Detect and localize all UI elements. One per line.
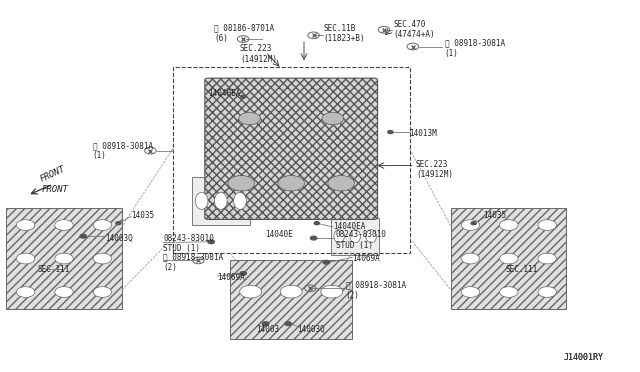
- Circle shape: [310, 236, 317, 240]
- Ellipse shape: [366, 230, 376, 243]
- Text: 14040E: 14040E: [266, 230, 293, 239]
- Circle shape: [228, 176, 255, 191]
- Circle shape: [388, 131, 393, 134]
- Text: J14001RY: J14001RY: [563, 353, 604, 362]
- Circle shape: [93, 253, 111, 264]
- Text: 14003: 14003: [256, 325, 279, 334]
- Circle shape: [314, 222, 319, 225]
- Circle shape: [55, 220, 73, 230]
- Text: 14003Q: 14003Q: [106, 234, 133, 243]
- Bar: [192, 177, 250, 225]
- Text: 08243-83010
STUD (1): 08243-83010 STUD (1): [336, 230, 387, 250]
- Circle shape: [239, 112, 260, 125]
- Circle shape: [285, 322, 291, 326]
- Text: Ⓜ 08186-8701A
(6): Ⓜ 08186-8701A (6): [214, 24, 275, 43]
- Text: SEC.11B
(11823+B): SEC.11B (11823+B): [323, 24, 365, 43]
- Ellipse shape: [234, 192, 246, 209]
- Circle shape: [17, 253, 35, 264]
- Text: Ⓝ 08918-3081A
(2): Ⓝ 08918-3081A (2): [346, 280, 406, 300]
- Circle shape: [116, 222, 121, 225]
- Circle shape: [278, 176, 305, 191]
- Circle shape: [262, 322, 269, 326]
- Text: 14035: 14035: [131, 211, 154, 220]
- Circle shape: [17, 220, 35, 230]
- Circle shape: [461, 287, 479, 297]
- Circle shape: [55, 253, 73, 264]
- Ellipse shape: [350, 230, 360, 243]
- Circle shape: [461, 253, 479, 264]
- Text: SEC.223
(14912M): SEC.223 (14912M): [240, 44, 277, 64]
- Circle shape: [500, 287, 518, 297]
- Text: SEC.111: SEC.111: [37, 265, 70, 274]
- Bar: [332, 218, 380, 255]
- Ellipse shape: [214, 192, 227, 209]
- Circle shape: [328, 176, 355, 191]
- Text: Ⓝ 08918-3081A
(1): Ⓝ 08918-3081A (1): [445, 39, 505, 58]
- Text: FRONT: FRONT: [38, 165, 67, 184]
- Circle shape: [80, 234, 86, 238]
- Circle shape: [538, 287, 556, 297]
- Bar: [173, 67, 410, 253]
- Circle shape: [323, 260, 330, 264]
- Ellipse shape: [334, 230, 344, 243]
- Text: 14069A: 14069A: [218, 273, 245, 282]
- Circle shape: [538, 220, 556, 230]
- Circle shape: [471, 222, 476, 225]
- Circle shape: [93, 287, 111, 297]
- Text: SEC.470
(47474+A): SEC.470 (47474+A): [394, 20, 435, 39]
- Text: 14013M: 14013M: [410, 129, 437, 138]
- Circle shape: [322, 112, 344, 125]
- Bar: [230, 260, 352, 339]
- Circle shape: [538, 253, 556, 264]
- Circle shape: [500, 220, 518, 230]
- Circle shape: [93, 220, 111, 230]
- Text: Ⓝ 08918-3081A
(2): Ⓝ 08918-3081A (2): [163, 253, 223, 272]
- Circle shape: [208, 240, 214, 244]
- Text: SEC.223
(14912M): SEC.223 (14912M): [416, 160, 453, 179]
- Ellipse shape: [195, 192, 208, 209]
- Text: 14040EA: 14040EA: [208, 89, 241, 97]
- Circle shape: [240, 285, 262, 298]
- Text: 08243-83010
STUD (1): 08243-83010 STUD (1): [163, 234, 214, 253]
- FancyBboxPatch shape: [205, 78, 378, 219]
- Circle shape: [55, 287, 73, 297]
- Text: 14040EA: 14040EA: [333, 222, 365, 231]
- Text: FRONT: FRONT: [42, 185, 68, 194]
- Text: Ⓝ 08918-3081A
(1): Ⓝ 08918-3081A (1): [93, 141, 153, 160]
- Text: J14001RY: J14001RY: [563, 353, 604, 362]
- Circle shape: [17, 287, 35, 297]
- Text: 14003Q: 14003Q: [298, 325, 325, 334]
- Circle shape: [461, 220, 479, 230]
- Circle shape: [500, 253, 518, 264]
- Text: SEC.111: SEC.111: [506, 265, 538, 274]
- Circle shape: [280, 285, 302, 298]
- Circle shape: [241, 95, 246, 98]
- Text: 14069A: 14069A: [352, 254, 380, 263]
- Bar: [6, 208, 122, 309]
- Circle shape: [240, 272, 246, 275]
- Bar: [451, 208, 566, 309]
- Text: 14035: 14035: [483, 211, 506, 220]
- Circle shape: [321, 285, 342, 298]
